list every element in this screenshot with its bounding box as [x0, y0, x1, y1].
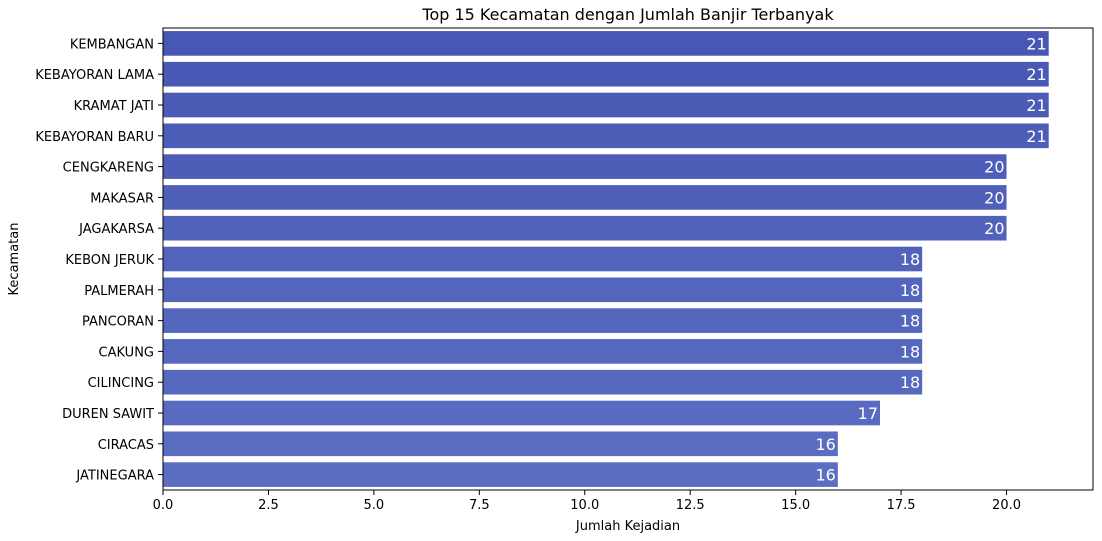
bar-palmerah [163, 277, 923, 303]
bar-value-label: 17 [858, 404, 878, 423]
y-tick-label: CILINCING [88, 376, 154, 391]
plot-frame [162, 27, 1094, 491]
bar-jagakarsa [163, 215, 1007, 241]
y-tick-label: KEMBANGAN [70, 37, 154, 52]
bar-labels-group: 21 21 21 21 20 20 20 18 18 18 18 18 17 16 16 [815, 34, 1046, 484]
x-axis-label: Jumlah Kejadian [575, 519, 680, 534]
bar-value-label: 21 [1026, 96, 1046, 115]
bar-value-label: 20 [984, 158, 1004, 177]
x-tick-label: 17.5 [887, 498, 916, 513]
bar-value-label: 18 [900, 342, 920, 361]
y-tick-label: MAKASAR [90, 191, 154, 206]
y-axis-ticks: KEMBANGAN KEBAYORAN LAMA KRAMAT JATI KEBAYO… [35, 37, 163, 484]
bar-kembangan [163, 31, 1049, 56]
y-tick-label: KEBON JERUK [65, 253, 154, 268]
x-tick-label: 12.5 [676, 498, 705, 513]
y-tick-label: PALMERAH [84, 284, 154, 299]
bar-kebayoran-baru [163, 123, 1049, 149]
bar-value-label: 18 [900, 312, 920, 331]
bar-value-label: 21 [1026, 65, 1046, 84]
y-tick-label: DUREN SAWIT [62, 407, 154, 422]
bar-pancoran [163, 308, 923, 333]
bar-cilincing [163, 369, 923, 395]
bar-value-label: 16 [815, 466, 835, 485]
bar-value-label: 18 [900, 373, 920, 392]
bar-jatinegara [163, 462, 838, 487]
y-tick-label: KEBAYORAN BARU [35, 130, 154, 145]
bars-group [163, 31, 1049, 487]
y-tick-label: JATINEGARA [75, 469, 154, 484]
x-tick-label: 20.0 [992, 498, 1021, 513]
bar-value-label: 21 [1026, 127, 1046, 146]
bar-value-label: 20 [984, 188, 1004, 207]
y-tick-label: CIRACAS [98, 438, 154, 453]
y-tick-label: CENGKARENG [63, 161, 154, 176]
y-tick-label: CAKUNG [99, 345, 154, 360]
y-tick-label: KEBAYORAN LAMA [35, 68, 154, 83]
bar-value-label: 18 [900, 281, 920, 300]
bar-ciracas [163, 431, 838, 457]
bar-kebayoran-lama [163, 61, 1049, 87]
y-tick-label: JAGAKARSA [78, 222, 154, 237]
x-tick-label: 0.0 [153, 498, 174, 513]
bar-value-label: 16 [815, 435, 835, 454]
y-axis-label: Kecamatan [7, 223, 22, 296]
bar-value-label: 20 [984, 219, 1004, 238]
bar-kramat-jati [163, 92, 1049, 118]
bar-value-label: 18 [900, 250, 920, 269]
y-tick-label: KRAMAT JATI [74, 99, 154, 114]
x-tick-label: 2.5 [258, 498, 279, 513]
bar-kebon-jeruk [163, 246, 923, 272]
chart-title: Top 15 Kecamatan dengan Jumlah Banjir Te… [421, 5, 834, 24]
bar-duren-sawit [163, 400, 881, 426]
y-tick-label: PANCORAN [82, 315, 154, 330]
bar-makasar [163, 185, 1007, 210]
x-tick-label: 10.0 [570, 498, 599, 513]
x-axis-ticks: 0.0 2.5 5.0 7.5 10.0 12.5 15.0 17.5 20.0 [153, 490, 1021, 513]
x-tick-label: 7.5 [469, 498, 490, 513]
bar-cakung [163, 339, 923, 364]
x-tick-label: 5.0 [364, 498, 385, 513]
bar-cengkareng [163, 154, 1007, 179]
x-tick-label: 15.0 [781, 498, 810, 513]
bar-value-label: 21 [1026, 34, 1046, 53]
